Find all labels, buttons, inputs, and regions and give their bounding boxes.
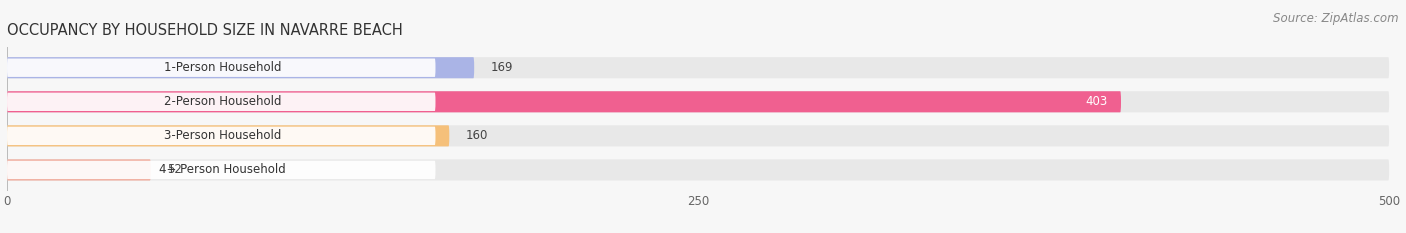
Text: 52: 52 bbox=[167, 163, 183, 176]
Text: 160: 160 bbox=[465, 129, 488, 142]
FancyBboxPatch shape bbox=[7, 57, 1389, 78]
Text: 169: 169 bbox=[491, 61, 513, 74]
FancyBboxPatch shape bbox=[7, 125, 450, 146]
Text: Source: ZipAtlas.com: Source: ZipAtlas.com bbox=[1274, 12, 1399, 25]
FancyBboxPatch shape bbox=[7, 91, 1121, 112]
FancyBboxPatch shape bbox=[7, 91, 1389, 112]
FancyBboxPatch shape bbox=[7, 159, 1389, 181]
FancyBboxPatch shape bbox=[7, 93, 436, 111]
Text: 3-Person Household: 3-Person Household bbox=[165, 129, 281, 142]
FancyBboxPatch shape bbox=[7, 127, 436, 145]
FancyBboxPatch shape bbox=[7, 58, 436, 77]
Text: OCCUPANCY BY HOUSEHOLD SIZE IN NAVARRE BEACH: OCCUPANCY BY HOUSEHOLD SIZE IN NAVARRE B… bbox=[7, 24, 402, 38]
FancyBboxPatch shape bbox=[7, 159, 150, 181]
FancyBboxPatch shape bbox=[7, 125, 1389, 146]
Text: 403: 403 bbox=[1085, 95, 1107, 108]
Text: 1-Person Household: 1-Person Household bbox=[165, 61, 281, 74]
FancyBboxPatch shape bbox=[7, 57, 474, 78]
FancyBboxPatch shape bbox=[7, 161, 436, 179]
Text: 2-Person Household: 2-Person Household bbox=[165, 95, 281, 108]
Text: 4+ Person Household: 4+ Person Household bbox=[159, 163, 285, 176]
